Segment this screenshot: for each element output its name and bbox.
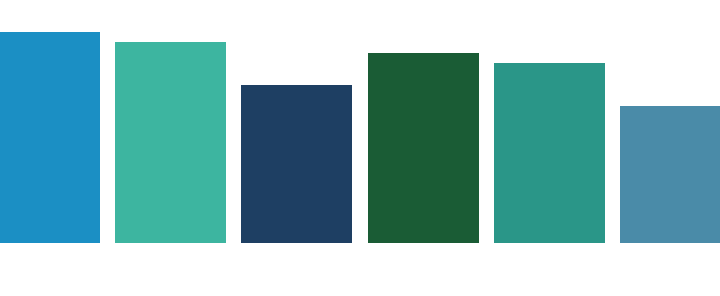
Bar xyxy=(494,63,605,243)
Bar xyxy=(0,32,100,243)
Bar xyxy=(115,42,226,243)
Bar xyxy=(368,53,479,243)
Bar xyxy=(620,106,720,243)
Bar xyxy=(241,85,352,243)
